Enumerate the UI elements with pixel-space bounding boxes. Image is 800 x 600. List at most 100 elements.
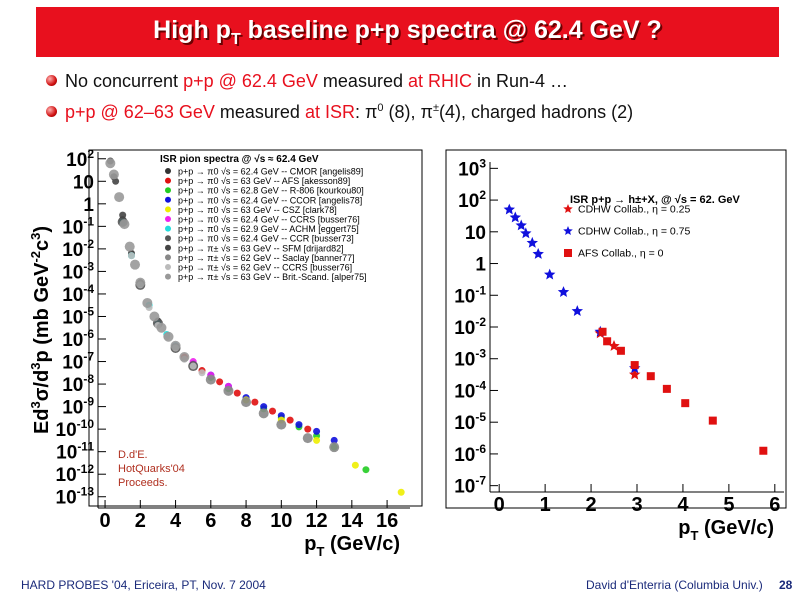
footer-conference: HARD PROBES '04, Ericeira, PT, Nov. 7 20… [21, 578, 266, 592]
data-point [351, 461, 359, 469]
chart-title: ISR pion spectra @ √s ≈ 62.4 GeV [160, 154, 319, 165]
chart-annotation: Proceeds. [118, 477, 168, 489]
legend-marker [165, 196, 171, 203]
data-point [258, 408, 269, 419]
bullet-2: p+p @ 62–63 GeV measured at ISR: π0 (8),… [46, 102, 756, 123]
data-point [362, 466, 370, 474]
bullet-1-highlight: p+p @ 62.4 GeV [183, 71, 318, 91]
bullet-1-highlight: at RHIC [407, 71, 472, 91]
data-point-star [571, 305, 583, 316]
x-tick-label: 6 [769, 494, 780, 516]
legend-label: CDHW Collab., η = 0.25 [578, 204, 690, 216]
y-tick-label: 1 [475, 255, 486, 276]
data-point [156, 322, 167, 333]
data-point-star [608, 340, 620, 351]
x-tick-label: 6 [205, 510, 216, 532]
data-point [223, 385, 234, 396]
data-point-square [630, 361, 639, 370]
legend-label: p+p → π0 √s = 62.4 GeV -- CCOR [angelis7… [178, 195, 362, 205]
bullet-2-highlight: at ISR [304, 102, 355, 122]
data-point [295, 421, 303, 429]
bullet-2-sup: 0 [377, 102, 384, 114]
legend-label: AFS Collab., η = 0 [578, 248, 664, 260]
data-point [114, 192, 125, 203]
data-point-star [557, 286, 570, 297]
chart-title: ISR p+p → h±+X, @ √s = 62. GeV [570, 194, 740, 206]
x-tick-label: 14 [341, 510, 364, 532]
x-tick-label: 0 [99, 510, 110, 532]
data-point [330, 436, 338, 444]
legend-marker [165, 168, 171, 174]
chart-annotation: D.d'E. [118, 449, 148, 461]
legend-label: p+p → π± √s = 62 GeV -- CCRS [busser76] [178, 263, 352, 273]
bullet-1: No concurrent p+p @ 62.4 GeV measured at… [46, 71, 756, 92]
data-point-square [681, 399, 690, 408]
data-point [276, 419, 287, 430]
bullet-2-highlight: p+p @ 62–63 GeV [65, 102, 215, 122]
data-point [313, 427, 321, 435]
legend-marker [165, 216, 171, 222]
data-point [397, 488, 405, 496]
data-point [119, 219, 130, 230]
data-point-star [509, 211, 521, 223]
legend-marker [165, 235, 171, 242]
data-point [112, 177, 120, 185]
y-tick-label: 1 [83, 195, 94, 216]
data-point [216, 378, 224, 386]
data-point [269, 407, 277, 415]
data-point [251, 398, 259, 406]
legend-label: p+p → π0 √s = 62.8 GeV -- R-806 [kourkou… [178, 186, 364, 196]
data-point-star [503, 203, 515, 215]
legend-label: p+p → π0 √s = 62.4 GeV -- CCRS [busser76… [178, 215, 360, 225]
page-number: 28 [779, 578, 793, 592]
bullet-dot-icon [46, 75, 57, 86]
legend-marker [564, 249, 572, 257]
y-tick-label: 10-6 [454, 442, 486, 466]
y-tick-label: 10-4 [62, 282, 94, 306]
y-tick-label: 10 [73, 172, 94, 193]
data-point-square [646, 372, 655, 381]
bullet-2-text: (8), π [383, 102, 433, 122]
chart-frame [445, 149, 787, 509]
legend-label: p+p → π± √s = 63 GeV -- SFM [drijard82] [178, 243, 344, 253]
x-tick-label: 3 [631, 494, 642, 516]
data-point-square [616, 346, 625, 355]
data-point [142, 297, 153, 308]
data-point-star [515, 219, 527, 231]
x-tick-label: 5 [723, 494, 734, 516]
data-point-star [532, 248, 544, 259]
data-point [286, 416, 294, 424]
data-point [130, 259, 141, 270]
legend-marker [165, 244, 171, 251]
legend-label: p+p → π0 √s = 62.9 GeV -- ACHM [eggert75… [178, 224, 359, 234]
legend-label: p+p → π0 √s = 63 GeV -- AFS [akesson89] [178, 176, 350, 186]
bullet-1-text: No concurrent [65, 71, 184, 91]
x-axis-label: pT (GeV/c) [304, 533, 400, 559]
data-point [302, 433, 313, 444]
data-point [124, 241, 135, 252]
data-point-star [520, 227, 532, 239]
data-point [163, 331, 174, 342]
x-tick-label: 2 [586, 494, 597, 516]
chart-annotation: HotQuarks'04 [118, 463, 185, 475]
legend-label: p+p → π0 √s = 62.4 GeV -- CCR [busser73] [178, 234, 354, 244]
data-point [170, 340, 181, 351]
legend-marker [165, 187, 171, 194]
footer-author: David d'Enterria (Columbia Univ.) [586, 578, 763, 592]
data-point-square [603, 337, 612, 346]
data-point-square [662, 384, 671, 393]
y-tick-label: 10-1 [62, 214, 94, 238]
legend-marker [563, 204, 573, 213]
bullet-1-text: measured [317, 71, 408, 91]
x-tick-label: 8 [241, 510, 252, 532]
y-tick-label: 10 [465, 223, 486, 244]
legend-marker [165, 225, 171, 232]
data-point [179, 352, 190, 363]
legend-marker [165, 254, 171, 261]
data-point [108, 169, 119, 180]
legend-marker [165, 264, 171, 270]
bullet-2-text: : π [354, 102, 378, 122]
y-axis-label: Ed3σ/d3p (mb GeV-2c3) [28, 226, 53, 434]
chart-frame [88, 149, 423, 507]
